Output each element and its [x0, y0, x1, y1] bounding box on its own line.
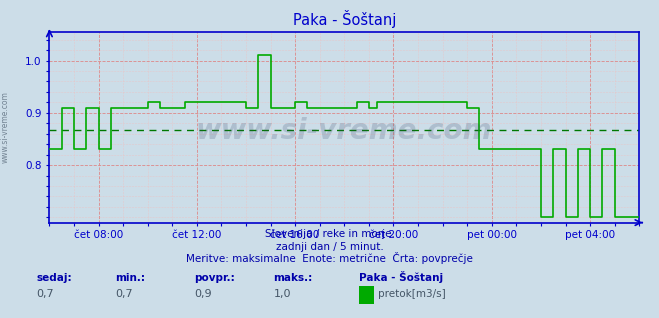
- Text: www.si-vreme.com: www.si-vreme.com: [1, 91, 10, 163]
- Text: Slovenija / reke in morje.: Slovenija / reke in morje.: [264, 229, 395, 239]
- Title: Paka - Šoštanj: Paka - Šoštanj: [293, 10, 396, 28]
- Text: pretok[m3/s]: pretok[m3/s]: [378, 289, 445, 299]
- Text: 0,9: 0,9: [194, 289, 212, 299]
- Text: sedaj:: sedaj:: [36, 273, 72, 283]
- Text: maks.:: maks.:: [273, 273, 313, 283]
- Text: Paka - Šoštanj: Paka - Šoštanj: [359, 272, 444, 283]
- Text: www.si-vreme.com: www.si-vreme.com: [196, 117, 492, 145]
- Text: 0,7: 0,7: [36, 289, 54, 299]
- Text: min.:: min.:: [115, 273, 146, 283]
- Text: 1,0: 1,0: [273, 289, 291, 299]
- Text: Meritve: maksimalne  Enote: metrične  Črta: povprečje: Meritve: maksimalne Enote: metrične Črta…: [186, 252, 473, 264]
- Text: zadnji dan / 5 minut.: zadnji dan / 5 minut.: [275, 242, 384, 252]
- Text: povpr.:: povpr.:: [194, 273, 235, 283]
- Text: 0,7: 0,7: [115, 289, 133, 299]
